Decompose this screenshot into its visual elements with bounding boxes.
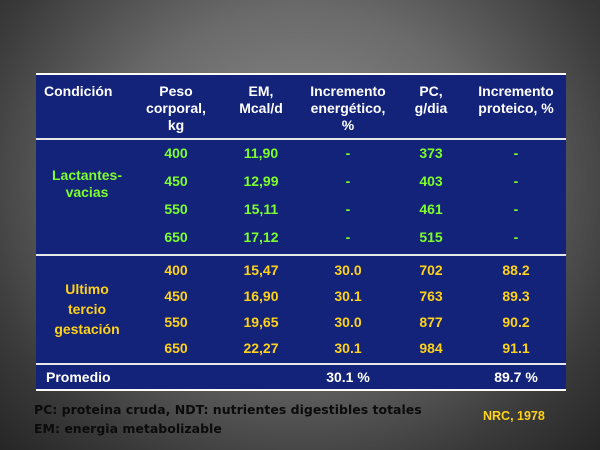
header-inc-energetico-2: energético, (310, 100, 386, 116)
group2-row-2-inc-proteico: 89.3 (502, 288, 530, 304)
group2-row-1-inc-energetico: 30.0 (334, 262, 362, 278)
group1-row-2-peso: 450 (164, 173, 188, 189)
group1-row-4-inc-energetico: - (345, 229, 351, 245)
group2-row-2-inc-energetico: 30.1 (334, 288, 362, 304)
header-pc-2: g/dia (414, 100, 448, 116)
group1-row-3-inc-proteico: - (513, 201, 519, 217)
divider-group1 (36, 254, 566, 256)
group1-row-3-inc-energetico: - (345, 201, 351, 217)
group1-row-1-inc-energetico: - (345, 145, 351, 161)
group2-row-3-pc: 877 (419, 314, 443, 330)
group2-label-3: gestación (54, 321, 120, 337)
promedio-inc-energetico: 30.1 % (326, 369, 370, 385)
group2-label-1: Ultimo (65, 281, 109, 297)
group2-row-4-inc-proteico: 91.1 (502, 340, 530, 356)
group2-row-3-inc-proteico: 90.2 (502, 314, 530, 330)
footnote-2: EM: energia metabolizable (34, 421, 222, 436)
group1-row-1-em: 11,90 (243, 145, 279, 161)
group1-row-4-inc-proteico: - (513, 229, 519, 245)
header-inc-proteico-2: proteico, % (478, 100, 554, 116)
group2-row-4-peso: 650 (164, 340, 188, 356)
group1-row-2-em: 12,99 (243, 173, 279, 189)
group1-row-3-peso: 550 (164, 201, 188, 217)
header-peso-2: corporal, (146, 100, 206, 116)
divider-header (36, 138, 566, 140)
group2-row-4-inc-energetico: 30.1 (334, 340, 362, 356)
header-peso-1: Peso (159, 83, 193, 99)
group2-row-3-peso: 550 (164, 314, 188, 330)
group1-row-1-pc: 373 (419, 145, 443, 161)
group1-row-4-pc: 515 (419, 229, 443, 245)
group1-row-2-pc: 403 (419, 173, 443, 189)
header-peso-3: kg (167, 117, 185, 133)
header-em-2: Mcal/d (239, 100, 283, 116)
group2-row-1-inc-proteico: 88.2 (502, 262, 530, 278)
header-inc-energetico-3: % (341, 117, 355, 133)
group2-row-3-em: 19,65 (243, 314, 279, 330)
header-pc-1: PC, (419, 83, 443, 99)
header-inc-energetico-1: Incremento (310, 83, 386, 99)
promedio-inc-proteico: 89.7 % (494, 369, 538, 385)
group2-row-4-em: 22,27 (243, 340, 279, 356)
group1-label-1: Lactantes- (51, 167, 123, 183)
group2-label-2: tercio (67, 301, 107, 317)
group1-row-4-peso: 650 (164, 229, 188, 245)
group2-row-2-peso: 450 (164, 288, 188, 304)
group2-row-4-pc: 984 (419, 340, 443, 356)
group2-row-2-em: 16,90 (243, 288, 279, 304)
group1-row-2-inc-proteico: - (513, 173, 519, 189)
group1-row-3-pc: 461 (419, 201, 443, 217)
data-table: Condición Peso corporal, kg EM, Mcal/d I… (36, 73, 566, 391)
group1-row-1-inc-proteico: - (513, 145, 519, 161)
group2-row-1-pc: 702 (419, 262, 443, 278)
group1-row-3-em: 15,11 (243, 201, 279, 217)
group2-row-2-pc: 763 (419, 288, 443, 304)
header-condicion: Condición (44, 83, 113, 99)
group1-label-2: vacias (65, 184, 109, 200)
group1-row-4-em: 17,12 (243, 229, 279, 245)
group2-row-1-em: 15,47 (243, 262, 279, 278)
group2-row-3-inc-energetico: 30.0 (334, 314, 362, 330)
footnote-1: PC: proteina cruda, NDT: nutrientes dige… (34, 402, 422, 417)
header-em-1: EM, (248, 83, 274, 99)
group2-row-1-peso: 400 (164, 262, 188, 278)
divider-promedio (36, 363, 566, 365)
source-citation: NRC, 1978 (483, 409, 545, 423)
promedio-label: Promedio (46, 369, 111, 385)
group1-row-2-inc-energetico: - (345, 173, 351, 189)
header-inc-proteico-1: Incremento (478, 83, 554, 99)
group1-row-1-peso: 400 (164, 145, 188, 161)
